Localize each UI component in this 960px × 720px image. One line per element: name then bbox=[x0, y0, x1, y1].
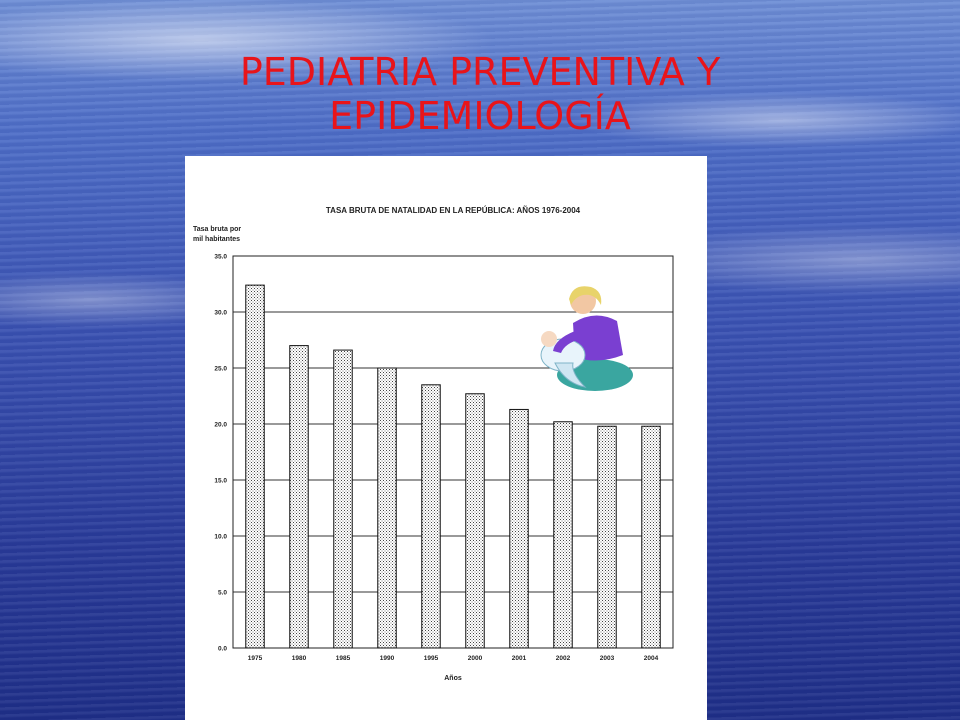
bar-2004 bbox=[641, 425, 661, 649]
hair-shape bbox=[569, 286, 602, 305]
plot-frame bbox=[232, 255, 674, 649]
x-tick-label: 2004 bbox=[644, 655, 659, 662]
bar-2003 bbox=[597, 425, 617, 649]
arm-shape bbox=[553, 331, 581, 353]
bar-2001 bbox=[509, 408, 529, 649]
y-tick-label: 10.0 bbox=[214, 534, 227, 541]
bar-1995 bbox=[421, 384, 441, 649]
y-tick-labels: 0.0 5.0 10.0 15.0 20.0 25.0 30.0 35.0 bbox=[214, 254, 227, 653]
birth-rate-chart: TASA BRUTA DE NATALIDAD EN LA REPÚBLICA:… bbox=[193, 206, 674, 682]
slide-title-line-2: EPIDEMIOLOGÍA bbox=[329, 94, 631, 138]
x-tick-label: 1985 bbox=[336, 655, 351, 662]
y-tick-label: 20.0 bbox=[214, 422, 227, 429]
bars bbox=[245, 284, 661, 649]
x-tick-label: 1995 bbox=[424, 655, 439, 662]
y-axis-label-line-1: Tasa bruta por bbox=[193, 226, 241, 233]
x-tick-label: 2001 bbox=[512, 655, 527, 662]
baby-head-shape bbox=[541, 331, 557, 347]
x-axis-label: Años bbox=[444, 675, 462, 682]
x-tick-label: 2002 bbox=[556, 655, 571, 662]
chart-sheet: TASA BRUTA DE NATALIDAD EN LA REPÚBLICA:… bbox=[185, 156, 707, 720]
y-tick-label: 0.0 bbox=[218, 646, 227, 653]
blanket-drape-shape bbox=[554, 362, 587, 388]
mother-with-baby-illustration bbox=[540, 286, 633, 391]
y-tick-label: 15.0 bbox=[214, 478, 227, 485]
x-tick-label: 1975 bbox=[248, 655, 263, 662]
y-tick-label: 35.0 bbox=[214, 254, 227, 261]
chart-title: TASA BRUTA DE NATALIDAD EN LA REPÚBLICA:… bbox=[326, 206, 581, 215]
bar-1980 bbox=[289, 345, 309, 649]
bar-1990 bbox=[377, 367, 397, 649]
bar-2000 bbox=[465, 393, 485, 649]
y-axis-label-line-2: mil habitantes bbox=[193, 236, 240, 243]
x-tick-label: 1990 bbox=[380, 655, 395, 662]
x-tick-label: 2003 bbox=[600, 655, 615, 662]
slide-title: PEDIATRIA PREVENTIVA Y EPIDEMIOLOGÍA bbox=[0, 50, 960, 138]
x-tick-labels: 1975 1980 1985 1990 1995 2000 2001 2002 2003 2004 bbox=[248, 655, 659, 662]
x-tick-label: 2000 bbox=[468, 655, 483, 662]
bar-1975 bbox=[245, 284, 265, 649]
x-tick-label: 1980 bbox=[292, 655, 307, 662]
y-tick-label: 25.0 bbox=[214, 366, 227, 373]
y-tick-label: 30.0 bbox=[214, 310, 227, 317]
y-tick-label: 5.0 bbox=[218, 590, 227, 597]
bar-2002 bbox=[553, 421, 573, 649]
blouse-shape bbox=[573, 315, 623, 361]
slide-title-line-1: PEDIATRIA PREVENTIVA Y bbox=[239, 50, 721, 94]
bar-1985 bbox=[333, 349, 353, 649]
